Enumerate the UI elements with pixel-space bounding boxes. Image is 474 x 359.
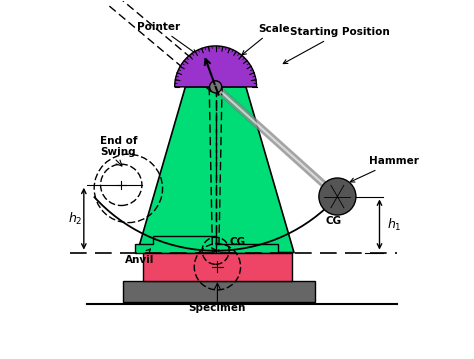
Text: End of: End of xyxy=(100,136,137,146)
Circle shape xyxy=(210,81,222,93)
Text: Specimen: Specimen xyxy=(189,303,246,313)
Text: $h_1$: $h_1$ xyxy=(387,216,401,233)
Text: Anvil: Anvil xyxy=(125,249,154,265)
Text: CG: CG xyxy=(326,216,342,226)
Polygon shape xyxy=(143,252,292,281)
Polygon shape xyxy=(123,281,315,302)
Text: CG: CG xyxy=(230,237,246,247)
Text: Swing: Swing xyxy=(100,146,136,157)
Text: Pointer: Pointer xyxy=(137,22,196,54)
Text: Starting Position: Starting Position xyxy=(283,27,390,64)
Polygon shape xyxy=(136,237,278,252)
Text: $h_2$: $h_2$ xyxy=(67,211,82,227)
Wedge shape xyxy=(174,46,256,87)
Circle shape xyxy=(319,178,356,215)
Text: Scale: Scale xyxy=(242,24,290,55)
Polygon shape xyxy=(137,87,294,252)
Text: Hammer: Hammer xyxy=(350,157,419,182)
